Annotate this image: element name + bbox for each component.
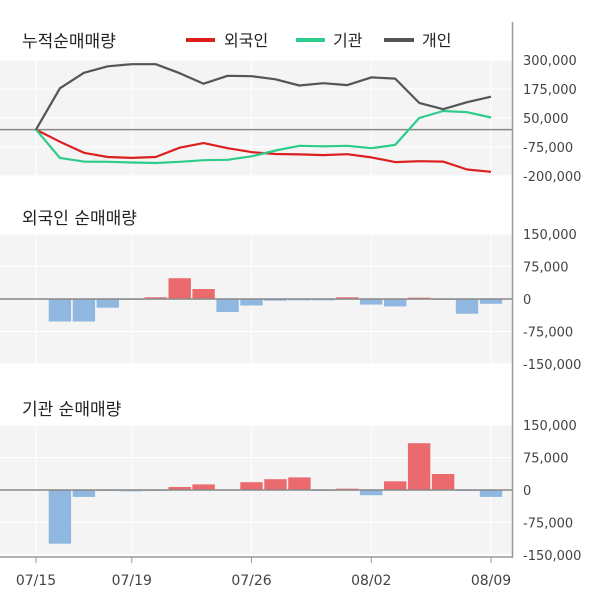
bar-07/29 (264, 299, 287, 301)
legend-item-institution: 기관 (296, 31, 363, 50)
bar-07/22 (144, 297, 167, 299)
x-tick-label: 08/02 (351, 573, 391, 589)
y-tick-label: 50,000 (523, 112, 569, 127)
bar-08/07 (431, 474, 455, 490)
y-tick-label: -75,000 (523, 326, 573, 341)
x-tick-label: 07/19 (112, 573, 152, 589)
y-tick-label: 300,000 (523, 54, 577, 69)
y-axis-tick-labels: 300,000 175,000 50,000 -75,000 -200,000 (523, 54, 581, 185)
y-tick-label: 75,000 (523, 261, 569, 276)
institution-net-trade-panel: 150,000 75,000 0 -75,000 -150,000 기관 순매매량 (0, 400, 581, 564)
y-tick-label: 150,000 (523, 419, 577, 434)
bar-07/18 (96, 299, 119, 308)
y-tick-label: -150,000 (523, 549, 581, 564)
foreign-net-trade-panel: 150,000 75,000 0 -75,000 -150,000 외국인 순매매량 (0, 209, 581, 373)
bar-08/09 (479, 490, 503, 497)
x-tick-label: 07/26 (231, 573, 271, 589)
bar-08/08 (455, 299, 479, 314)
bars (0, 443, 512, 544)
bar-08/05 (384, 481, 407, 490)
panel-title: 누적순매매량 (22, 32, 116, 52)
y-axis-tick-labels: 150,000 75,000 0 -75,000 -150,000 (523, 419, 581, 564)
y-tick-label: 0 (523, 293, 531, 308)
bar-08/09 (479, 299, 503, 304)
bar-07/24 (192, 484, 215, 490)
grid-lines (0, 59, 512, 177)
bar-07/24 (192, 289, 215, 299)
bar-08/06 (407, 443, 431, 490)
series-lines (0, 63, 512, 173)
y-tick-label: 150,000 (523, 228, 577, 243)
cumulative-net-trade-panel: 300,000 175,000 50,000 -75,000 -200,000 누적순매… (0, 31, 581, 185)
x-tick-label: 08/09 (471, 573, 511, 589)
y-tick-label: -75,000 (523, 141, 573, 156)
bar-07/23 (168, 487, 191, 490)
bar-07/26 (240, 482, 263, 490)
bar-07/29 (264, 479, 287, 490)
y-axis-tick-labels: 150,000 75,000 0 -75,000 -150,000 (523, 228, 581, 373)
bar-07/17 (72, 299, 96, 322)
y-tick-label: 175,000 (523, 83, 577, 98)
series-line-institution (35, 109, 492, 165)
x-axis-tick-labels: 07/15 07/19 07/26 08/02 08/09 (16, 557, 511, 589)
bar-08/02 (360, 299, 383, 305)
legend-label-institution: 기관 (333, 31, 363, 50)
bar-07/16 (48, 490, 72, 544)
legend-item-individual: 개인 (384, 31, 451, 50)
bar-08/01 (336, 297, 359, 299)
legend-label-foreign: 외국인 (224, 31, 268, 50)
legend: 외국인 기관 개인 (186, 31, 451, 50)
y-tick-label: 0 (523, 484, 531, 499)
panel-title: 외국인 순매매량 (22, 209, 137, 229)
y-tick-label: -200,000 (523, 170, 581, 185)
panel-title: 기관 순매매량 (22, 400, 122, 420)
x-tick-label: 07/15 (16, 573, 56, 589)
series-line-individual (35, 63, 492, 131)
bar-07/26 (240, 299, 263, 306)
y-tick-label: 75,000 (523, 452, 569, 467)
bars (0, 278, 512, 322)
legend-item-foreign: 외국인 (186, 31, 268, 50)
bar-07/23 (168, 278, 191, 299)
y-tick-label: -75,000 (523, 517, 573, 532)
bar-07/17 (72, 490, 96, 497)
y-tick-label: -150,000 (523, 358, 581, 373)
bar-07/25 (216, 299, 239, 312)
bar-08/05 (384, 299, 407, 307)
legend-label-individual: 개인 (422, 31, 451, 50)
bar-07/30 (288, 477, 311, 490)
bar-07/16 (48, 299, 72, 322)
bar-08/02 (360, 490, 383, 496)
